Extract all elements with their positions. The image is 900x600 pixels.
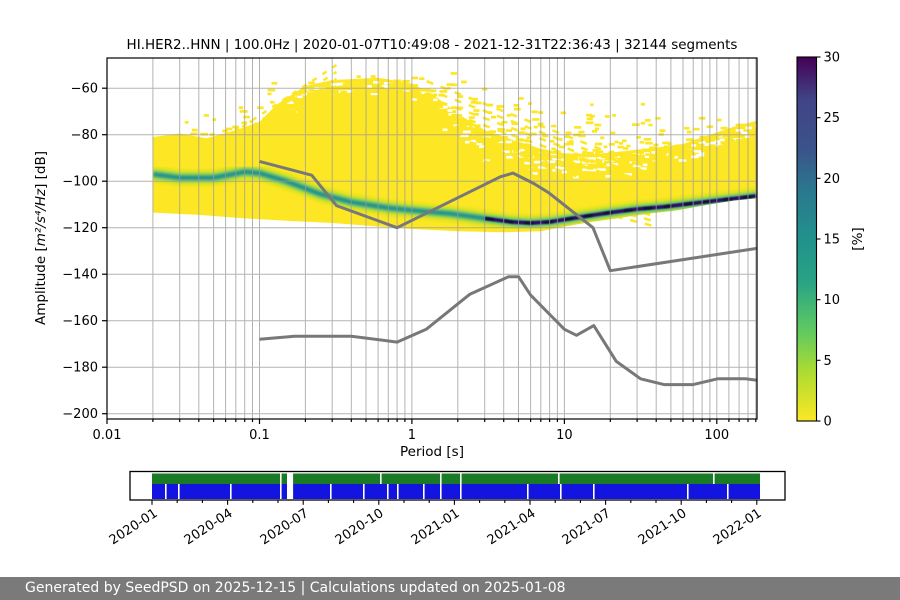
footer-text: Generated by SeedPSD on 2025-12-15 | Cal… bbox=[25, 580, 566, 596]
x-tick-label: 0.1 bbox=[249, 428, 270, 443]
y-tick-label: −80 bbox=[71, 128, 98, 143]
colorbar-tick-label: 20 bbox=[824, 172, 841, 187]
colorbar-label: [%] bbox=[850, 227, 866, 251]
y-tick-label: −160 bbox=[62, 314, 98, 329]
availability-bar bbox=[129, 470, 786, 505]
y-axis-label-units: m²/s⁴/Hz bbox=[33, 188, 49, 247]
footer-bar: Generated by SeedPSD on 2025-12-15 | Cal… bbox=[0, 577, 900, 600]
availability-green-strip bbox=[152, 473, 760, 484]
nhnm-curve bbox=[259, 159, 757, 273]
colorbar-tick-label: 30 bbox=[824, 51, 841, 66]
y-tick-label: −100 bbox=[62, 175, 98, 190]
heatmap-layer bbox=[152, 63, 757, 233]
y-tick-label: −180 bbox=[62, 361, 98, 376]
colorbar-tick-label: 5 bbox=[824, 354, 832, 369]
colorbar-tick-label: 15 bbox=[824, 233, 841, 248]
y-tick-label: −120 bbox=[62, 221, 98, 236]
plot-title: HI.HER2..HNN | 100.0Hz | 2020-01-07T10:4… bbox=[126, 37, 738, 53]
y-axis-label-suffix: ] [dB] bbox=[33, 150, 49, 189]
x-tick-label: 100 bbox=[704, 428, 729, 443]
x-tick-label: 0.01 bbox=[93, 428, 122, 443]
colorbar: 0 5 10 15 20 25 30 bbox=[796, 51, 841, 430]
y-tick-label: −140 bbox=[62, 268, 98, 283]
x-axis-label: Period [s] bbox=[400, 444, 464, 460]
availability-blue-strip bbox=[152, 484, 760, 499]
x-tick-label: 10 bbox=[556, 428, 573, 443]
colorbar-tick-label: 25 bbox=[824, 111, 841, 126]
x-tick-label: 1 bbox=[408, 428, 416, 443]
y-axis-label-prefix: Amplitude [ bbox=[33, 246, 49, 326]
grid bbox=[107, 58, 757, 419]
nlnm-curve bbox=[259, 275, 757, 387]
ppsd-chart-canvas: 0.01 0.1 1 10 100−60−80−100−120−140−160−180−… bbox=[62, 51, 841, 505]
y-tick-label: −200 bbox=[62, 407, 98, 422]
colorbar-tick-label: 10 bbox=[824, 293, 841, 308]
y-axis-label: Amplitude [m²/s⁴/Hz] [dB] bbox=[33, 151, 49, 325]
colorbar-tick-label: 0 bbox=[824, 415, 832, 430]
y-tick-label: −60 bbox=[71, 82, 98, 97]
plot-frame bbox=[106, 57, 758, 420]
